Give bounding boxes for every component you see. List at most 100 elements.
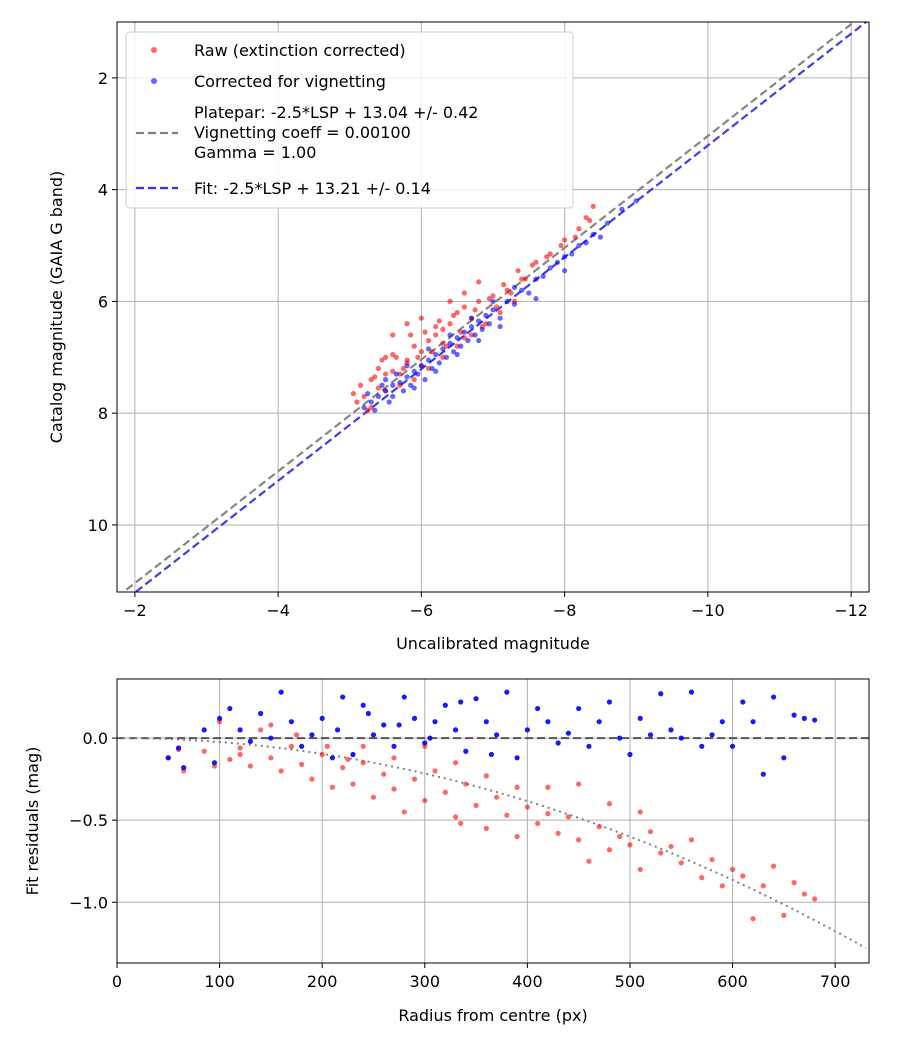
corrected-residual-point [627,751,633,758]
raw-point [447,298,453,305]
corrected-residual-point [211,760,218,766]
top-y-ticks: 2 4 6 8 10 [88,69,117,535]
raw-point [404,357,410,363]
bottom-y-tick-label: −0.5 [69,811,108,830]
corrected-residual-point [401,694,407,700]
corrected-residual-point [237,727,243,733]
top-x-tick-label: −4 [266,601,290,620]
bottom-x-tick-label: 100 [204,972,235,991]
raw-residual-point [391,755,397,761]
raw-point [468,332,475,338]
raw-residual-point [514,784,520,790]
corrected-residual-point [458,699,464,705]
corrected-residual-point [299,743,305,749]
raw-residual-point [237,751,243,758]
corrected-residual-point [463,748,469,754]
bottom-y-ticks: 0.0 −0.5 −1.0 [69,729,117,912]
corrected-point [476,337,482,344]
bottom-x-tick-label: 200 [307,972,338,991]
corrected-residual-point [165,755,171,761]
corrected-residual-point [278,689,284,695]
corrected-point [372,407,378,413]
corrected-point [490,298,496,305]
corrected-point [465,337,471,344]
corrected-point [436,360,442,366]
legend-box [125,31,574,209]
corrected-point [368,399,374,405]
corrected-point [468,323,475,330]
corrected-point [633,198,639,204]
corrected-point [519,287,525,293]
raw-residual-point [801,891,807,897]
corrected-point [569,251,575,257]
raw-residual-point [565,814,572,820]
corrected-residual-point [258,710,264,717]
calibration-plot: −2 −4 −6 −8 −10 −12 2 4 6 8 10 Uncalibrated magni… [47,21,870,653]
corrected-point [461,329,467,335]
bottom-x-tick-label: 0 [112,972,122,991]
corrected-point [361,404,367,411]
top-x-tick-label: −8 [553,601,577,620]
corrected-point [547,265,553,271]
top-y-tick-label: 2 [98,69,108,88]
vignetting-model-curve [117,737,867,949]
corrected-residual-point [770,694,777,700]
raw-residual-point [750,916,756,922]
fit-line [133,22,868,592]
corrected-point [400,388,407,394]
corrected-point [447,340,453,346]
corrected-residual-point [596,719,602,725]
corrected-residual-point [350,751,356,758]
raw-residual-point [401,809,407,815]
raw-residual-point [452,814,459,820]
raw-residual-point [411,776,418,782]
corrected-residual-point [268,735,274,741]
corrected-point [562,268,568,274]
corrected-point [415,371,421,377]
raw-point [415,354,421,360]
raw-residual-point [458,820,464,827]
corrected-point [490,307,496,313]
corrected-point [404,363,410,369]
raw-point [418,315,424,321]
corrected-residual-point [432,719,438,725]
raw-residual-point [781,912,787,918]
raw-point [447,321,453,327]
corrected-point [425,357,432,363]
corrected-point [447,332,453,338]
raw-residual-point [658,850,664,856]
raw-point [440,340,446,346]
corrected-residual-point [760,771,766,777]
corrected-residual-point [586,743,592,749]
raw-point [354,399,360,405]
raw-point [583,214,589,221]
raw-residual-point [370,794,377,800]
corrected-residual-point [334,727,341,733]
raw-residual-point [340,765,346,771]
raw-residual-point [637,866,643,873]
bottom-x-tick-label: 400 [512,972,543,991]
corrected-residual-point [750,719,756,725]
raw-residual-point [729,866,736,873]
bottom-x-ticks: 0 100 200 300 400 500 600 700 [112,963,850,991]
raw-point [433,323,439,330]
raw-residual-point [617,833,623,840]
corrected-point [411,385,417,391]
corrected-residual-point [422,740,428,746]
top-x-tick-label: −10 [691,601,725,620]
corrected-point [425,346,432,352]
raw-residual-point [606,847,613,853]
raw-residual-point [709,856,715,863]
raw-residual-point [432,768,438,774]
raw-point [486,296,493,302]
corrected-residual-point [801,715,807,721]
raw-residual-point [237,745,243,751]
top-points [350,198,639,413]
raw-point [382,371,389,377]
corrected-point [365,391,371,397]
corrected-residual-point [637,715,643,721]
raw-point [483,321,489,327]
corrected-residual-point [658,691,664,697]
raw-point [368,404,374,411]
corrected-residual-point [216,715,223,721]
